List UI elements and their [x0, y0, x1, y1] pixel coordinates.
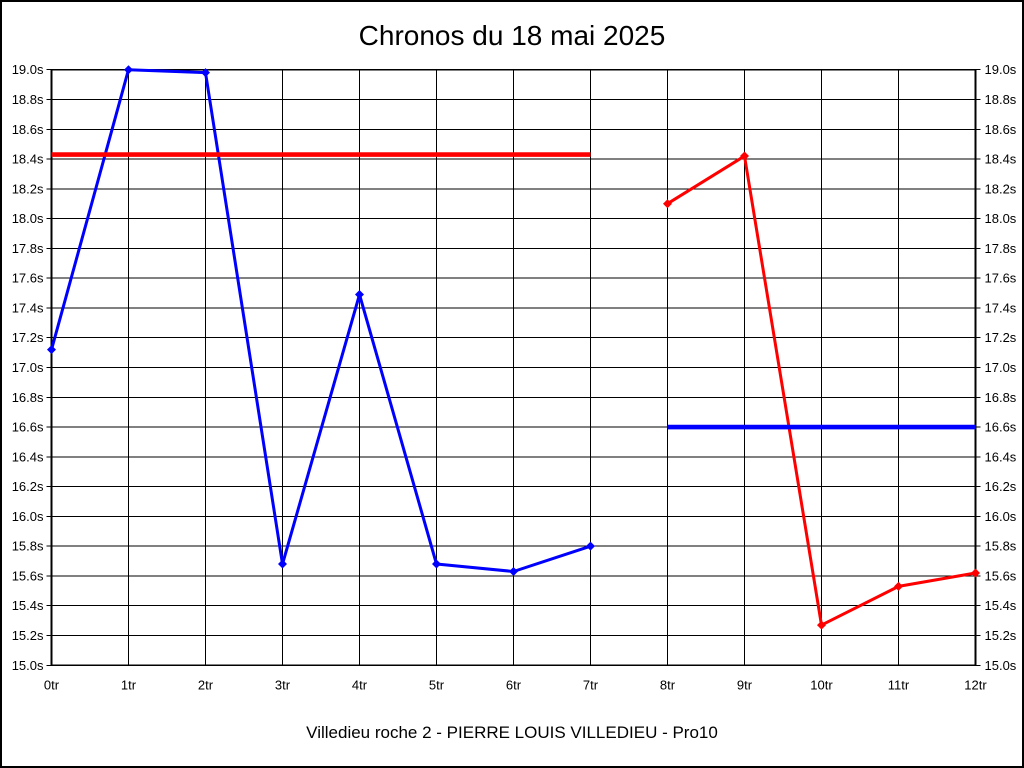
red-series-point-marker — [740, 151, 749, 161]
x-tick-label: 11tr — [888, 677, 910, 692]
y-tick-label-right: 16.6s — [985, 420, 1017, 435]
y-tick-label-right: 15.2s — [985, 628, 1017, 643]
blue-series-point-marker — [355, 290, 364, 300]
chart-title: Chronos du 18 mai 2025 — [358, 20, 666, 51]
x-tick-label: 3tr — [275, 677, 291, 692]
y-tick-label-right: 16.4s — [985, 449, 1017, 464]
y-tick-label-left: 18.0s — [12, 211, 44, 226]
red-series-point-marker — [663, 199, 672, 209]
y-tick-label-left: 18.8s — [12, 92, 44, 107]
y-tick-label-right: 16.0s — [985, 509, 1017, 524]
red-series-point-marker — [971, 568, 980, 578]
y-tick-label-left: 17.2s — [12, 330, 44, 345]
blue-series-point-marker — [124, 65, 133, 75]
blue-series-point-marker — [201, 68, 210, 78]
blue-series-point-marker — [47, 345, 56, 355]
y-tick-label-right: 17.8s — [985, 241, 1017, 256]
y-tick-label-right: 18.2s — [985, 181, 1017, 196]
y-tick-label-left: 15.4s — [12, 598, 44, 613]
x-tick-label: 10tr — [810, 677, 833, 692]
y-tick-label-left: 17.6s — [12, 271, 44, 286]
blue-series-line — [50, 68, 592, 573]
y-tick-label-right: 15.6s — [985, 568, 1017, 583]
y-tick-label-left: 15.6s — [12, 568, 44, 583]
x-tick-label: 4tr — [352, 677, 368, 692]
y-tick-label-left: 15.0s — [12, 658, 44, 673]
x-tick-label: 8tr — [660, 677, 676, 692]
x-tick-label: 7tr — [583, 677, 599, 692]
y-tick-label-right: 15.0s — [985, 658, 1017, 673]
y-tick-label-right: 17.4s — [985, 300, 1017, 315]
x-tick-label: 0tr — [44, 677, 60, 692]
x-tick-label: 1tr — [121, 677, 137, 692]
y-tick-label-left: 15.2s — [12, 628, 44, 643]
y-tick-label-right: 18.6s — [985, 122, 1017, 137]
plot-border — [50, 68, 977, 667]
y-tick-label-left: 18.6s — [12, 122, 44, 137]
y-tick-label-right: 18.4s — [985, 152, 1017, 167]
blue-series-point-marker — [509, 566, 518, 576]
y-tick-label-right: 17.6s — [985, 271, 1017, 286]
y-tick-label-left: 18.2s — [12, 181, 44, 196]
y-tick-label-left: 18.4s — [12, 152, 44, 167]
y-tick-label-left: 16.6s — [12, 420, 44, 435]
y-tick-label-left: 16.8s — [12, 390, 44, 405]
y-tick-label-right: 16.8s — [985, 390, 1017, 405]
x-tick-label: 2tr — [198, 677, 214, 692]
y-tick-label-right: 15.4s — [985, 598, 1017, 613]
y-tick-label-left: 17.4s — [12, 300, 44, 315]
y-tick-label-right: 16.2s — [985, 479, 1017, 494]
y-tick-label-left: 19.0s — [12, 62, 44, 77]
y-tick-label-right: 19.0s — [985, 62, 1017, 77]
red-series-point-marker — [817, 620, 826, 630]
y-tick-label-left: 16.2s — [12, 479, 44, 494]
y-tick-label-right: 18.0s — [985, 211, 1017, 226]
blue-series-point-marker — [586, 541, 595, 551]
red-series-point-marker — [894, 581, 903, 591]
y-tick-label-right: 15.8s — [985, 539, 1017, 554]
blue-series-point-marker — [432, 559, 441, 569]
blue-series-point-marker — [278, 559, 287, 569]
y-tick-label-left: 17.0s — [12, 360, 44, 375]
x-tick-label: 6tr — [506, 677, 522, 692]
y-tick-label-left: 16.4s — [12, 449, 44, 464]
x-tick-label: 12tr — [964, 677, 987, 692]
x-tick-label: 9tr — [737, 677, 753, 692]
x-tick-label: 5tr — [429, 677, 445, 692]
y-tick-label-right: 18.8s — [985, 92, 1017, 107]
chart-subtitle: Villedieu roche 2 - PIERRE LOUIS VILLEDI… — [306, 723, 718, 742]
y-tick-label-right: 17.0s — [985, 360, 1017, 375]
y-tick-label-right: 17.2s — [985, 330, 1017, 345]
y-tick-label-left: 15.8s — [12, 539, 44, 554]
y-tick-label-left: 17.8s — [12, 241, 44, 256]
y-tick-label-left: 16.0s — [12, 509, 44, 524]
